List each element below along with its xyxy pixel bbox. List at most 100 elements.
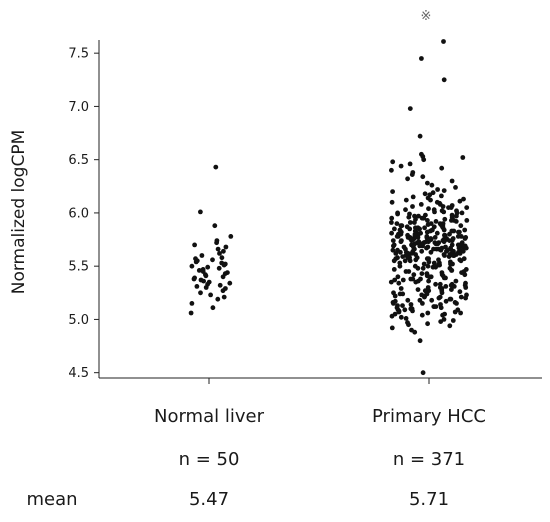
- data-point: [417, 226, 422, 232]
- data-point: [421, 157, 427, 163]
- data-point: [438, 247, 444, 253]
- data-point: [419, 248, 425, 254]
- data-point: [438, 319, 444, 324]
- data-point: [449, 287, 454, 292]
- data-point: [435, 241, 441, 247]
- data-point: [415, 235, 421, 240]
- data-point: [425, 229, 430, 235]
- data-point: [398, 239, 404, 245]
- data-point: [448, 261, 453, 267]
- data-point: [424, 291, 430, 297]
- data-point: [462, 227, 468, 233]
- data-point: [443, 275, 448, 281]
- data-point: [409, 238, 414, 244]
- data-point: [447, 296, 453, 302]
- data-point: [400, 277, 406, 283]
- data-point: [457, 289, 463, 295]
- data-point: [449, 218, 454, 223]
- data-point: [410, 308, 415, 314]
- data-point: [461, 196, 466, 202]
- data-point: [417, 133, 423, 139]
- data-point: [215, 296, 221, 302]
- data-point: [425, 310, 431, 316]
- data-point: [210, 305, 216, 311]
- data-point: [396, 309, 402, 315]
- data-point: [443, 298, 449, 304]
- data-point: [389, 313, 395, 319]
- data-point: [390, 238, 396, 244]
- data-point: [429, 182, 435, 188]
- data-point: [412, 231, 418, 237]
- data-point: [216, 265, 222, 271]
- data-point: [391, 301, 396, 306]
- data-point: [441, 39, 446, 44]
- data-points: [188, 39, 470, 376]
- data-point: [461, 256, 467, 262]
- data-point: [419, 56, 424, 61]
- data-point: [432, 235, 438, 240]
- data-point: [205, 264, 211, 270]
- data-point: [416, 213, 421, 219]
- data-point: [405, 255, 411, 261]
- data-point: [199, 253, 205, 258]
- data-point: [439, 290, 445, 296]
- data-point: [459, 240, 465, 246]
- data-point: [438, 305, 444, 311]
- data-point: [221, 262, 227, 268]
- data-point: [198, 290, 203, 296]
- data-point: [462, 236, 468, 241]
- data-point: [428, 236, 434, 241]
- data-point: [419, 271, 425, 276]
- data-point: [213, 164, 219, 170]
- data-point: [441, 227, 447, 233]
- data-point: [405, 176, 410, 182]
- data-point: [446, 254, 452, 259]
- data-point: [194, 284, 200, 289]
- data-point: [388, 279, 394, 285]
- data-point: [392, 226, 397, 232]
- mean-row-label: mean: [26, 489, 77, 510]
- data-point: [454, 210, 460, 216]
- data-point: [412, 220, 417, 225]
- data-point: [398, 286, 404, 291]
- data-point: [425, 263, 431, 269]
- data-point: [419, 312, 425, 318]
- data-point: [417, 243, 423, 249]
- data-point: [191, 276, 197, 282]
- data-point: [455, 234, 461, 239]
- data-point: [459, 210, 465, 216]
- data-point: [227, 280, 233, 286]
- data-point: [203, 285, 209, 290]
- data-point: [407, 220, 413, 225]
- data-point: [403, 207, 408, 213]
- data-point: [391, 258, 397, 264]
- data-point: [441, 209, 447, 215]
- data-point: [390, 189, 395, 195]
- data-point: [430, 264, 436, 270]
- data-point: [420, 301, 425, 306]
- data-point: [464, 218, 470, 223]
- data-point: [397, 263, 403, 269]
- mean-value-normal-liver: 5.47: [189, 489, 229, 510]
- data-point: [402, 258, 408, 264]
- data-point: [396, 280, 402, 286]
- data-point: [217, 251, 222, 256]
- data-point: [406, 214, 412, 220]
- data-point: [426, 274, 432, 280]
- data-point: [420, 265, 426, 271]
- data-point: [449, 238, 455, 244]
- data-point: [425, 180, 430, 186]
- data-point: [410, 194, 416, 200]
- data-point: [198, 209, 203, 215]
- data-point: [389, 325, 395, 331]
- data-point: [208, 292, 214, 298]
- data-point: [460, 155, 466, 160]
- y-axis: 4.5 5.0 5.5 6.0 6.5 7.0 7.5: [68, 40, 100, 381]
- data-point: [400, 291, 406, 297]
- data-point: [428, 197, 433, 203]
- data-point: [400, 254, 406, 259]
- data-point: [415, 265, 421, 271]
- data-point: [407, 226, 413, 232]
- data-point: [451, 253, 456, 258]
- category-label-normal-liver: Normal liver: [154, 406, 265, 427]
